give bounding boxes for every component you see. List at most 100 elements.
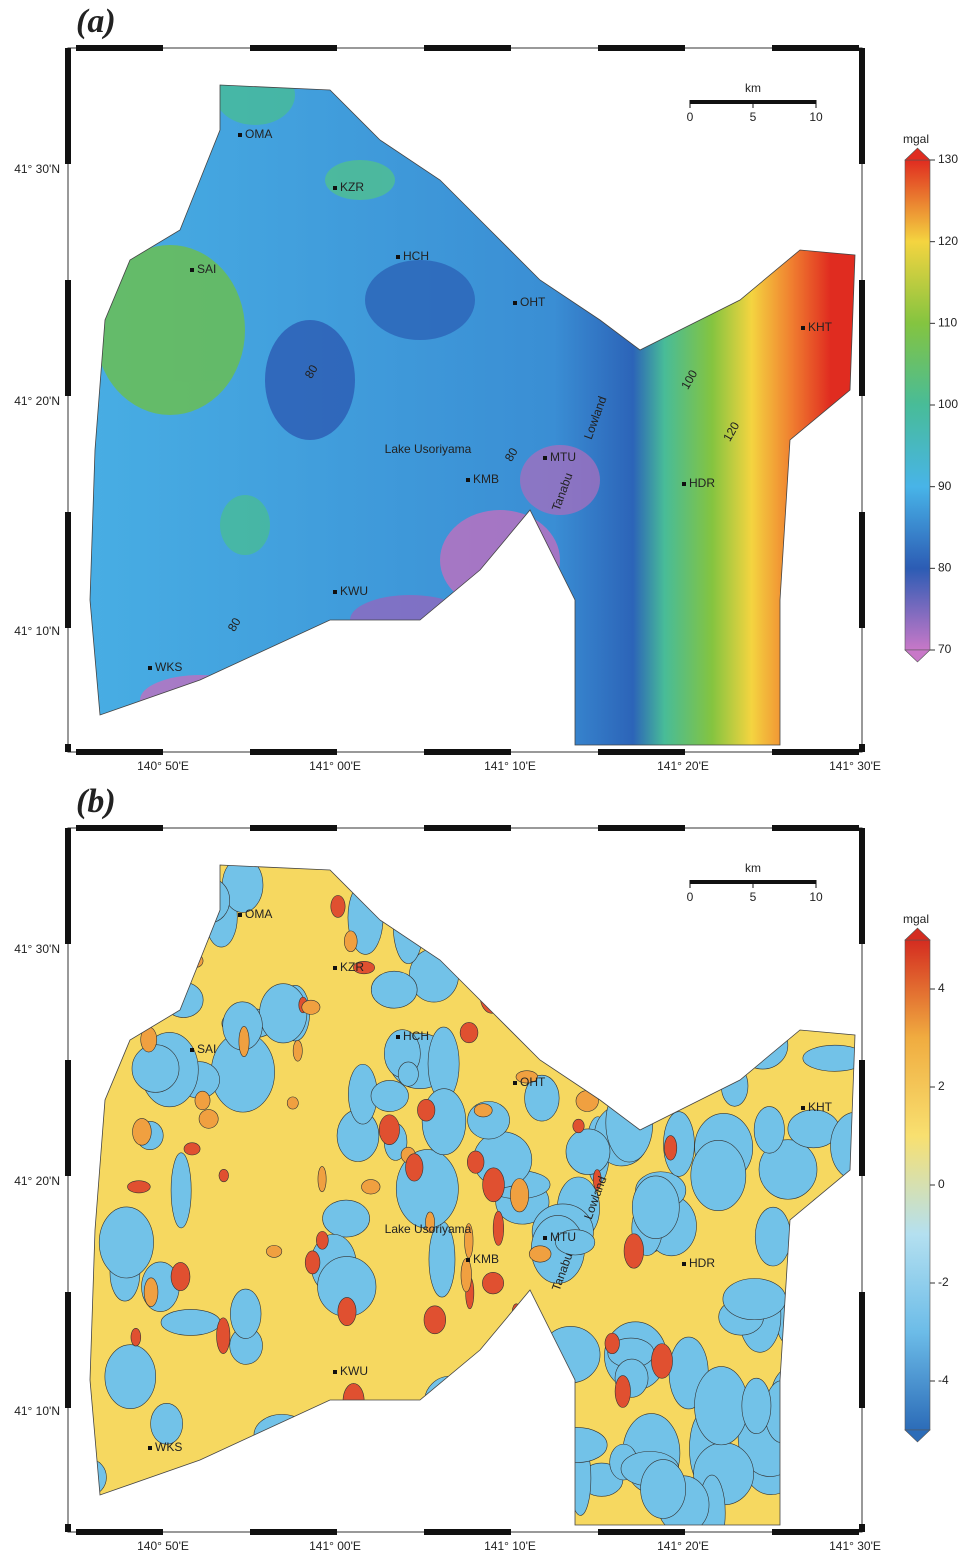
anomaly-blob — [547, 1427, 607, 1462]
anomaly-blob — [783, 1424, 845, 1464]
anomaly-blob — [343, 1383, 364, 1418]
anomaly-blob — [316, 1231, 328, 1249]
anomaly-blob — [502, 1315, 551, 1374]
anomaly-blob — [620, 1021, 638, 1034]
station-marker — [396, 1035, 400, 1039]
colorbar-tick-label: 130 — [938, 152, 958, 166]
lon-label: 141° 00'E — [309, 1539, 361, 1553]
anomaly-blob — [566, 1129, 610, 1175]
anomaly-blob — [417, 1099, 434, 1121]
anomaly-blob — [483, 1168, 505, 1202]
lon-label: 141° 30'E — [829, 1539, 881, 1553]
lon-label: 141° 20'E — [657, 1539, 709, 1553]
station-label: SAI — [197, 1042, 216, 1056]
anomaly-blob — [132, 936, 142, 949]
anomaly-blob — [338, 1297, 356, 1325]
anomaly-blob — [459, 932, 482, 960]
anomaly-blob — [533, 935, 546, 957]
anomaly-blob — [302, 1000, 320, 1014]
anomaly-blob — [651, 918, 686, 982]
station-marker — [148, 1446, 152, 1450]
station-label: MTU — [550, 450, 576, 464]
anomaly-blob — [652, 855, 685, 909]
anomaly-blob — [461, 1259, 472, 1292]
station-label: SAI — [197, 262, 216, 276]
anomaly-blob — [772, 880, 808, 923]
anomaly-blob — [219, 1169, 229, 1182]
anomaly-blob — [630, 1064, 682, 1112]
anomaly-blob — [456, 888, 469, 918]
colorbar-cap — [905, 1430, 930, 1442]
anomaly-blob — [641, 1460, 686, 1519]
anomaly-blob — [474, 1104, 492, 1117]
station-marker — [333, 966, 337, 970]
lat-label: 41° 30'N — [14, 162, 60, 176]
anomaly-blob — [572, 914, 587, 940]
anomaly-blob — [108, 1007, 137, 1032]
station-label: WKS — [155, 1440, 182, 1454]
anomaly-blob — [99, 1207, 153, 1278]
anomaly-blob — [576, 1091, 599, 1112]
station-marker — [466, 478, 470, 482]
anomaly-blob — [488, 1404, 499, 1416]
colorbar-unit: mgal — [903, 912, 929, 926]
colorbar-tick-label: 120 — [938, 234, 958, 248]
anomaly-blob — [318, 1166, 326, 1191]
anomaly-blob — [177, 864, 197, 935]
colorbar-tick-label: 100 — [938, 397, 958, 411]
station-label: OHT — [520, 295, 546, 309]
lon-label: 141° 30'E — [829, 759, 881, 773]
anomaly-blob — [467, 917, 496, 975]
anomaly-blob — [217, 1318, 230, 1354]
anomaly-blob — [171, 1262, 190, 1290]
anomaly-blob — [184, 1143, 200, 1155]
anomaly-blob — [521, 1485, 554, 1511]
anomaly-blob — [701, 994, 737, 1058]
colorbar-tick-label: 70 — [938, 642, 952, 656]
station-marker — [682, 1262, 686, 1266]
anomaly-blob — [422, 1089, 466, 1155]
anomaly-blob — [514, 1349, 533, 1377]
scale-unit: km — [745, 861, 761, 875]
anomaly-blob — [831, 1112, 881, 1179]
anomaly-blob — [738, 1021, 788, 1069]
station-label: KZR — [340, 180, 364, 194]
map-surface — [80, 65, 870, 760]
anomaly-blob — [467, 1151, 484, 1173]
anomaly-blob — [542, 1478, 570, 1509]
anomaly-blob — [529, 1246, 551, 1262]
scale-label: 5 — [750, 890, 757, 904]
anomaly-blob — [605, 1333, 620, 1354]
colorbar-cap — [905, 928, 930, 940]
lon-label: 141° 10'E — [484, 1539, 536, 1553]
station-marker — [190, 1048, 194, 1052]
colorbar-cap — [905, 148, 930, 160]
anomaly-blob — [361, 1180, 380, 1194]
anomaly-blob — [162, 923, 178, 938]
station-label: KWU — [340, 1364, 368, 1378]
colorbar — [905, 160, 930, 650]
station-label: HDR — [689, 1256, 715, 1270]
anomaly-blob — [199, 1110, 218, 1129]
lat-label: 41° 10'N — [14, 624, 60, 638]
anomaly-blob — [589, 856, 640, 935]
anomaly-blob — [215, 65, 295, 125]
anomaly-blob — [664, 1136, 676, 1161]
anomaly-blob — [666, 1029, 686, 1067]
station-label: KHT — [808, 320, 833, 334]
anomaly-blob — [606, 1084, 653, 1162]
anomaly-blob — [189, 878, 230, 923]
anomaly-blob — [230, 1289, 261, 1339]
anomaly-blob — [495, 998, 503, 1011]
anomaly-blob — [189, 954, 203, 967]
station-label: KHT — [808, 1100, 833, 1114]
anomaly-blob — [546, 1388, 555, 1404]
lon-label: 141° 10'E — [484, 759, 536, 773]
anomaly-blob — [161, 1309, 220, 1335]
anomaly-blob — [460, 1022, 478, 1042]
anomaly-blob — [624, 1234, 644, 1269]
station-label: KMB — [473, 1252, 499, 1266]
colorbar-tick-label: 110 — [938, 316, 957, 330]
station-marker — [543, 456, 547, 460]
anomaly-blob — [141, 1027, 157, 1052]
